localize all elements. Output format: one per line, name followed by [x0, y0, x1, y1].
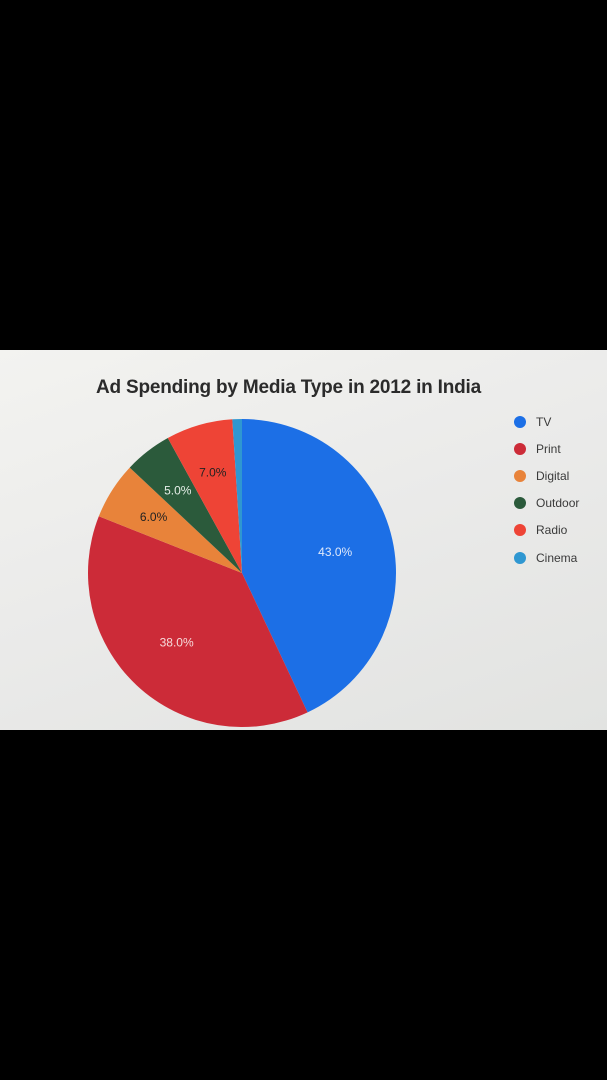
- slice-label-print: 38.0%: [160, 636, 194, 650]
- legend-swatch-outdoor: [514, 497, 526, 510]
- slice-label-outdoor: 5.0%: [164, 483, 192, 497]
- chart-photo: Ad Spending by Media Type in 2012 in Ind…: [0, 350, 607, 730]
- legend-swatch-print: [514, 442, 526, 455]
- legend-item-tv: TV: [514, 408, 579, 435]
- pie-chart: 43.0% 38.0% 6.0% 5.0% 7.0%: [88, 419, 396, 727]
- pie-slice-digital: [98, 467, 242, 573]
- chart-legend: TV Print Digital Outdoor Radio Cinema: [514, 408, 579, 571]
- legend-item-radio: Radio: [514, 517, 579, 544]
- slice-label-digital: 6.0%: [140, 510, 168, 524]
- legend-swatch-digital: [514, 469, 526, 482]
- legend-swatch-radio: [514, 524, 526, 537]
- legend-item-cinema: Cinema: [514, 544, 579, 571]
- legend-label-print: Print: [536, 441, 561, 456]
- legend-label-tv: TV: [536, 414, 552, 429]
- legend-label-radio: Radio: [536, 523, 568, 538]
- legend-item-digital: Digital: [514, 462, 579, 489]
- legend-swatch-cinema: [514, 551, 526, 564]
- legend-label-outdoor: Outdoor: [536, 496, 580, 511]
- pie-slice-tv: [242, 419, 396, 713]
- slice-label-radio: 7.0%: [199, 465, 227, 479]
- legend-label-digital: Digital: [536, 468, 570, 483]
- pie-slice-cinema: [232, 419, 242, 573]
- pie-slice-radio: [167, 419, 242, 573]
- legend-item-outdoor: Outdoor: [514, 490, 579, 517]
- legend-swatch-tv: [514, 415, 526, 428]
- pie-slice-print: [88, 516, 308, 727]
- legend-label-cinema: Cinema: [536, 550, 578, 565]
- slice-label-tv: 43.0%: [318, 545, 352, 559]
- pie-slice-outdoor: [129, 438, 242, 573]
- legend-item-print: Print: [514, 435, 579, 462]
- chart-title: Ad Spending by Media Type in 2012 in Ind…: [95, 377, 482, 398]
